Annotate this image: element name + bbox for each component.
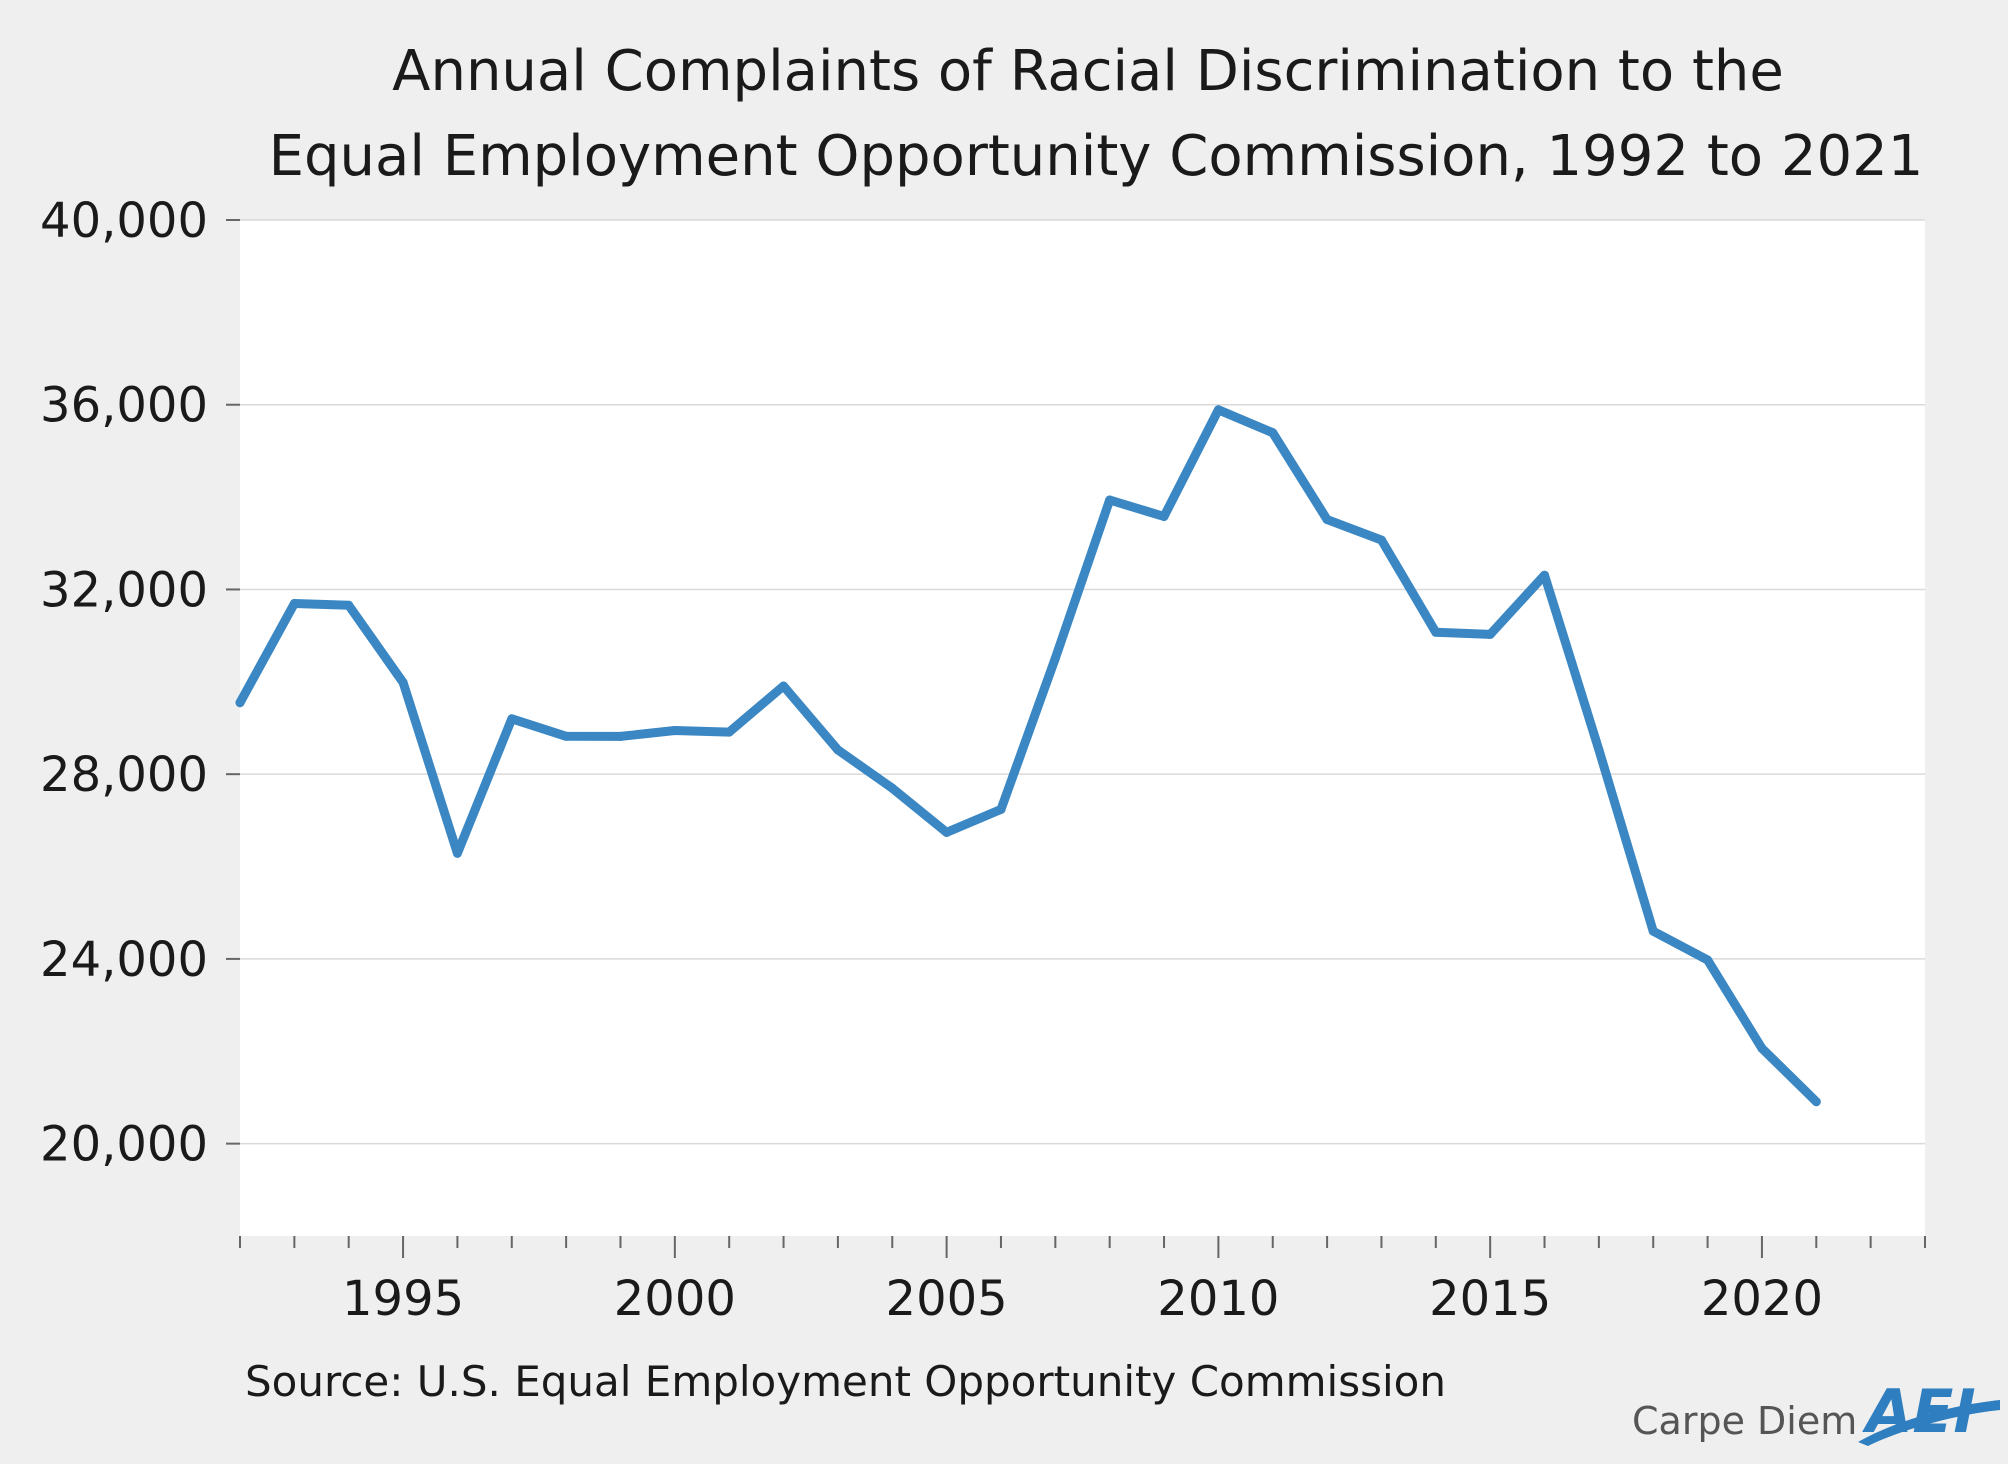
x-tick-label: 2005 — [886, 1271, 1008, 1327]
x-tick-label: 1995 — [342, 1271, 464, 1327]
data-point — [670, 726, 680, 735]
series-layer — [235, 405, 1821, 1107]
y-tick-label: 36,000 — [40, 378, 208, 434]
x-tick-label: 2010 — [1157, 1271, 1279, 1327]
brand-text: Carpe Diem — [1632, 1399, 1857, 1443]
y-tick-label: 40,000 — [40, 193, 208, 249]
data-point — [452, 848, 462, 858]
data-point — [1594, 745, 1604, 755]
plot-area — [240, 220, 1925, 1236]
chart-title-line-1: Annual Complaints of Racial Discriminati… — [392, 39, 1784, 104]
data-point — [344, 600, 354, 610]
aei-logo-text: AEI — [1862, 1377, 1976, 1447]
x-tick-label: 2000 — [614, 1271, 736, 1327]
data-point — [942, 827, 952, 837]
data-point — [1811, 1097, 1821, 1107]
data-point — [1322, 515, 1332, 525]
y-tick-label: 24,000 — [40, 932, 208, 988]
data-point — [1703, 955, 1713, 965]
aei-logo-swoosh — [1858, 1400, 2000, 1446]
data-point — [561, 731, 571, 741]
data-point — [1540, 570, 1549, 580]
y-tick-label: 28,000 — [40, 747, 208, 803]
data-point — [235, 698, 245, 708]
data-point — [1648, 926, 1658, 936]
x-tick-label: 2020 — [1701, 1271, 1823, 1327]
y-tick-label: 32,000 — [40, 562, 208, 618]
aei-logo: AEI — [1858, 1377, 2000, 1447]
data-point — [1377, 535, 1386, 545]
data-point — [833, 745, 843, 755]
grid-lines — [240, 219, 1925, 1145]
chart-title-line-2: Equal Employment Opportunity Commission,… — [269, 124, 1924, 189]
data-point — [1757, 1043, 1767, 1053]
data-point — [616, 731, 625, 741]
data-point — [779, 681, 788, 691]
data-point — [724, 727, 734, 737]
x-tick-label: 2015 — [1429, 1271, 1551, 1327]
data-point — [1213, 405, 1223, 415]
data-point — [1268, 428, 1278, 438]
x-axis: 1995 2000 2005 2010 2015 2020 — [239, 1236, 1926, 1327]
y-axis: 20,000 24,000 28,000 32,000 36,000 40,000 — [40, 193, 240, 1173]
data-point — [398, 678, 408, 687]
series-line — [235, 405, 1821, 1107]
y-tick-label: 20,000 — [40, 1117, 208, 1173]
data-point — [1485, 629, 1495, 639]
data-point — [1105, 495, 1115, 505]
data-point — [1431, 627, 1441, 637]
data-point — [996, 804, 1006, 814]
data-point — [887, 783, 897, 793]
data-point — [507, 714, 517, 724]
source-note: Source: U.S. Equal Employment Opportunit… — [245, 1357, 1446, 1406]
data-point — [1159, 512, 1169, 521]
data-point — [1050, 653, 1060, 663]
data-point — [289, 599, 299, 608]
